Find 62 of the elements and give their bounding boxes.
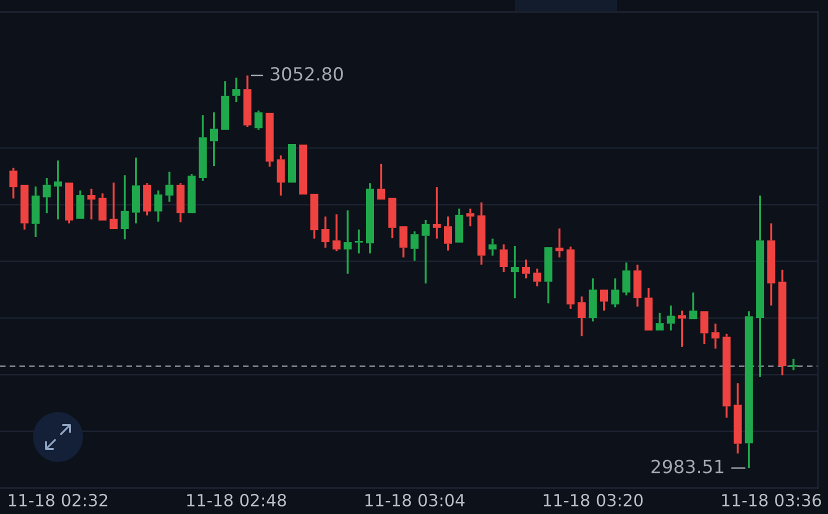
candlestick (87, 188, 96, 220)
candlestick (744, 310, 753, 470)
candlestick (622, 261, 630, 296)
candlestick (42, 177, 51, 214)
candlestick (522, 258, 530, 280)
candlestick (65, 182, 74, 224)
candlestick (54, 159, 62, 220)
candlestick (666, 304, 675, 332)
candlestick (388, 198, 396, 240)
candlestick (455, 208, 464, 243)
candlestick (722, 332, 731, 419)
candlestick (477, 201, 486, 266)
candlestick (555, 227, 564, 258)
candlestick (132, 156, 140, 224)
candlestick (254, 110, 263, 131)
candlestick (188, 173, 196, 214)
candlestick (466, 208, 474, 228)
candlestick (533, 268, 542, 288)
candlestick (321, 216, 330, 249)
candlestick (734, 382, 742, 454)
candlestick (143, 182, 152, 216)
candlestick (410, 230, 419, 262)
candlestick (633, 264, 642, 308)
candlestick (9, 166, 18, 200)
candlestick (488, 238, 497, 257)
candlestick (32, 186, 40, 238)
candlestick (767, 222, 776, 307)
candlestick (198, 114, 207, 182)
candlestick (510, 245, 519, 300)
candlestick (266, 112, 274, 168)
candlestick (165, 170, 174, 203)
x-tick-label: 11-18 03:04 (366, 494, 465, 506)
candlestick (432, 186, 441, 240)
candlestick (399, 226, 408, 258)
candlestick (344, 209, 352, 275)
candlestick (366, 182, 374, 254)
candlestick (332, 213, 341, 252)
candlestick (243, 74, 252, 128)
candlestick (789, 358, 798, 372)
x-tick-label: 11-18 03:20 (544, 494, 643, 506)
candlestick (276, 154, 285, 197)
candlestick (611, 277, 620, 308)
annotation: 3052.80 (270, 67, 343, 81)
candlestick (422, 218, 430, 284)
candlestick (588, 277, 597, 322)
candlestick (377, 162, 386, 200)
candlestick (756, 194, 764, 378)
candlestick (210, 111, 218, 168)
candlestick (711, 322, 720, 350)
candlestick (444, 216, 452, 252)
candlestick (176, 182, 185, 224)
annotation: 2983.51 (652, 460, 724, 474)
x-tick-label: 11-18 03:36 (722, 494, 822, 506)
x-tick-label: 11-18 02:32 (8, 494, 108, 506)
candlestick (678, 310, 686, 348)
candlestick (566, 246, 575, 310)
x-tick-label: 11-18 02:48 (187, 494, 286, 506)
candlestick (778, 268, 786, 376)
candlestick (120, 174, 129, 240)
candlestick (110, 182, 118, 230)
candlestick (644, 286, 653, 330)
candlestick (689, 292, 698, 320)
